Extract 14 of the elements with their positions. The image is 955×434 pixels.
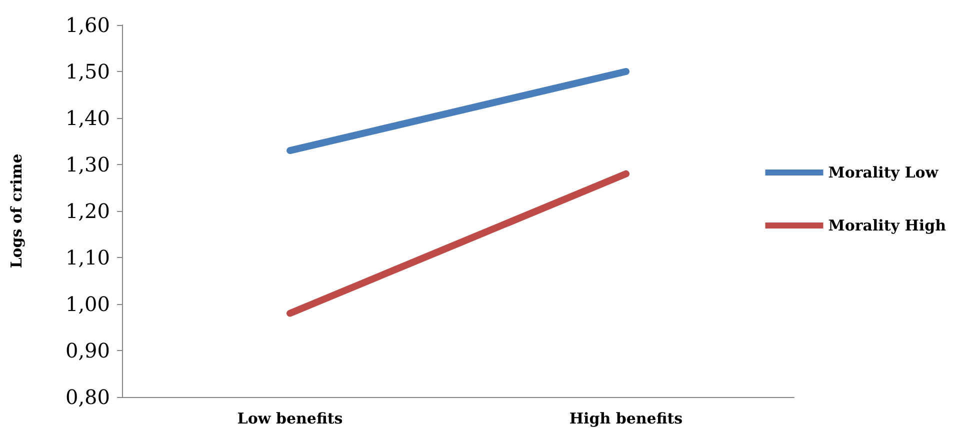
y-tick-label: 1,50 bbox=[65, 60, 110, 84]
y-tick-label: 1,20 bbox=[65, 199, 110, 223]
y-axis-title: Logs of crime bbox=[8, 154, 26, 268]
x-tick-label: Low benefits bbox=[237, 410, 343, 428]
x-tick-label: High benefits bbox=[569, 410, 683, 428]
y-tick-label: 0,90 bbox=[65, 338, 110, 362]
legend-label: Morality High bbox=[828, 216, 946, 234]
y-tick-label: 1,00 bbox=[65, 292, 110, 316]
y-tick-label: 0,80 bbox=[65, 385, 110, 409]
y-tick-label: 1,30 bbox=[65, 152, 110, 176]
legend-label: Morality Low bbox=[828, 164, 940, 182]
y-tick-label: 1,60 bbox=[65, 13, 110, 37]
y-tick-label: 1,10 bbox=[65, 246, 110, 270]
y-tick-label: 1,40 bbox=[65, 106, 110, 130]
